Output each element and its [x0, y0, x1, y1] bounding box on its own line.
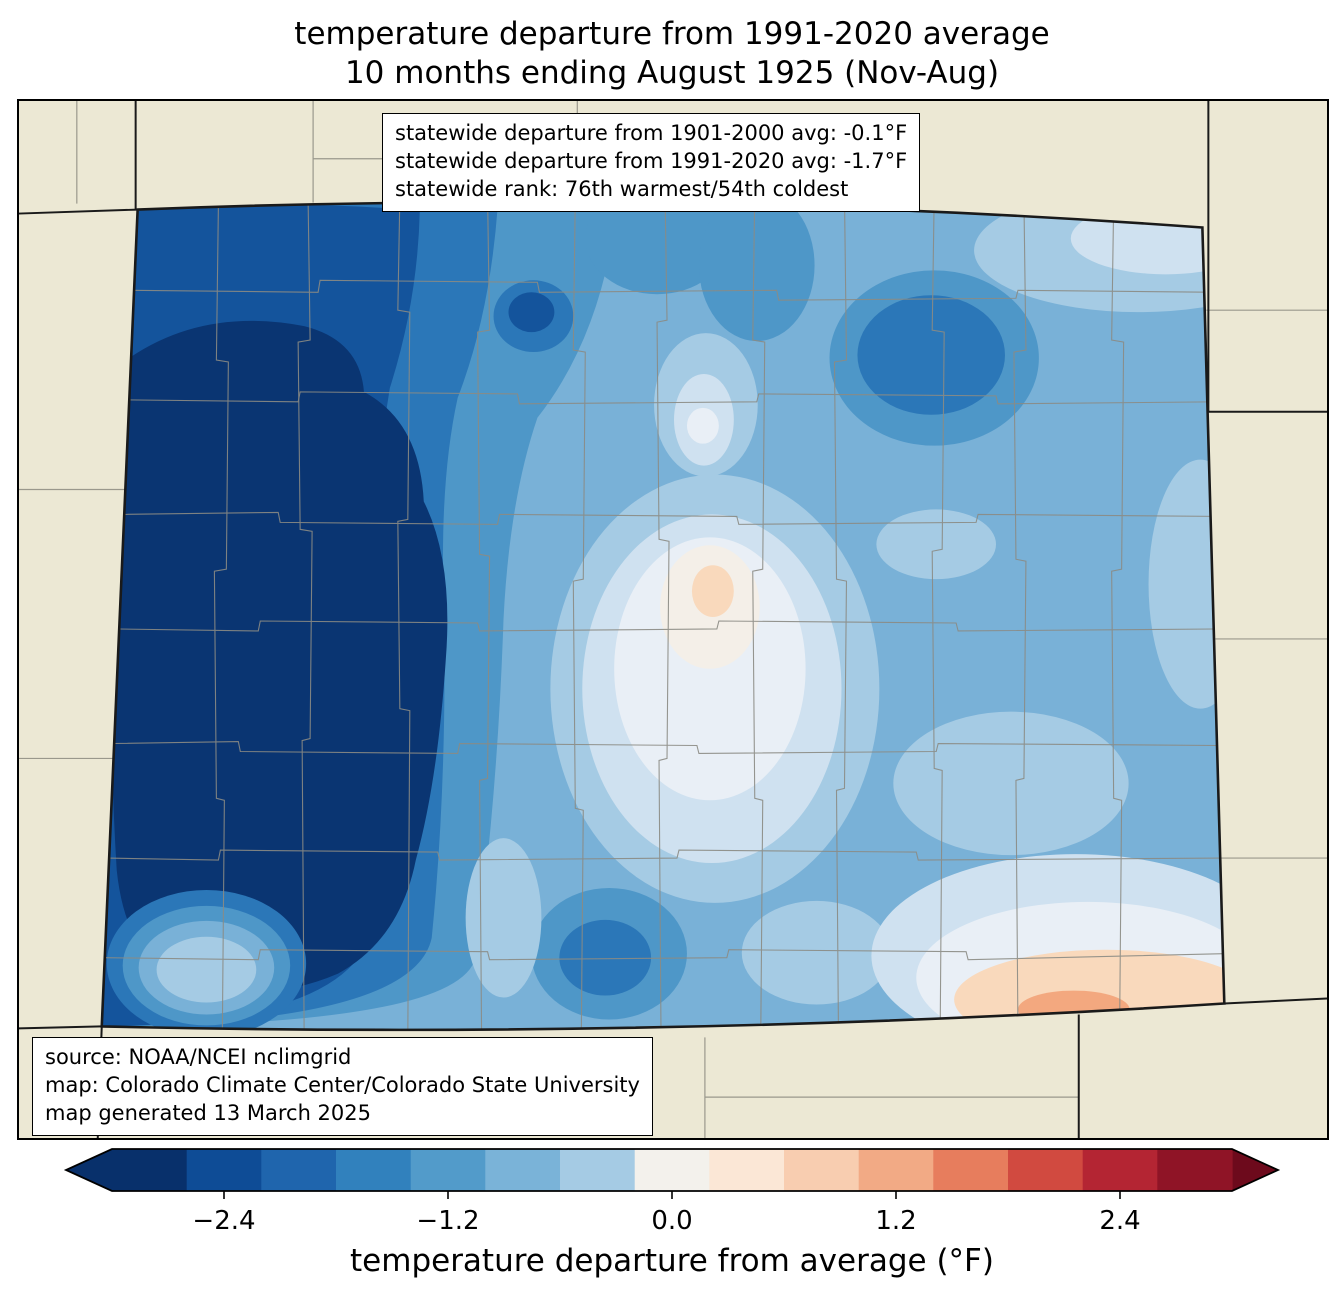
colorbar-segment: [784, 1149, 860, 1191]
colorbar-segment: [186, 1149, 262, 1191]
neighbor-state-borders: [19, 101, 1327, 1138]
colorbar-segment: [112, 1149, 188, 1191]
colorbar-tick-label: 1.2: [875, 1206, 916, 1236]
colorado-county-lines: [104, 202, 1224, 1030]
source-attribution-box: source: NOAA/NCEI nclimgrid map: Colorad…: [32, 1037, 653, 1136]
contour-fills: [101, 202, 1225, 1030]
colorbar: −2.4 −1.2 0.0 1.2 2.4: [63, 1148, 1281, 1236]
map-axes: statewide departure from 1901-2000 avg: …: [17, 99, 1329, 1140]
colorbar-axis-label: temperature departure from average (°F): [350, 1243, 994, 1279]
colorbar-tick-label: −1.2: [416, 1206, 479, 1236]
colorbar-right-arrow: [1232, 1149, 1278, 1191]
figure-title-line1: temperature departure from 1991-2020 ave…: [294, 16, 1050, 52]
statewide-stats-box: statewide departure from 1901-2000 avg: …: [382, 113, 921, 212]
colorbar-segment: [1008, 1149, 1084, 1191]
colorbar-tick-label: −2.4: [192, 1206, 255, 1236]
colorbar-segment: [336, 1149, 412, 1191]
colorbar-tick-label: 2.4: [1099, 1206, 1140, 1236]
colorbar-segment: [261, 1149, 337, 1191]
colorbar-segment: [634, 1149, 710, 1191]
colorbar-outline: [63, 1148, 1281, 1192]
colorbar-segment: [1082, 1149, 1158, 1191]
colorbar-left-arrow: [66, 1149, 112, 1191]
stat-statewide-rank: statewide rank: 76th warmest/54th coldes…: [395, 176, 849, 201]
source-line: source: NOAA/NCEI nclimgrid: [45, 1045, 352, 1069]
colorbar-segment: [933, 1149, 1009, 1191]
colorbar-tick-label: 0.0: [651, 1206, 692, 1236]
stat-departure-1901-2000: statewide departure from 1901-2000 avg: …: [395, 121, 908, 145]
colorbar-segment: [1157, 1149, 1233, 1191]
map-credit-line: map: Colorado Climate Center/Colorado St…: [45, 1072, 640, 1097]
colorbar-segment: [560, 1149, 636, 1191]
colorbar-segment: [410, 1149, 486, 1191]
colorado-temperature-map: [19, 101, 1327, 1138]
figure-title-line2: 10 months ending August 1925 (Nov-Aug): [344, 55, 1000, 91]
stat-departure-1991-2020: statewide departure from 1991-2020 avg: …: [395, 148, 908, 173]
colorbar-segment: [485, 1149, 561, 1191]
colorbar-segment: [858, 1149, 934, 1191]
map-generated-line: map generated 13 March 2025: [45, 1100, 372, 1125]
colorbar-segment: [709, 1149, 785, 1191]
